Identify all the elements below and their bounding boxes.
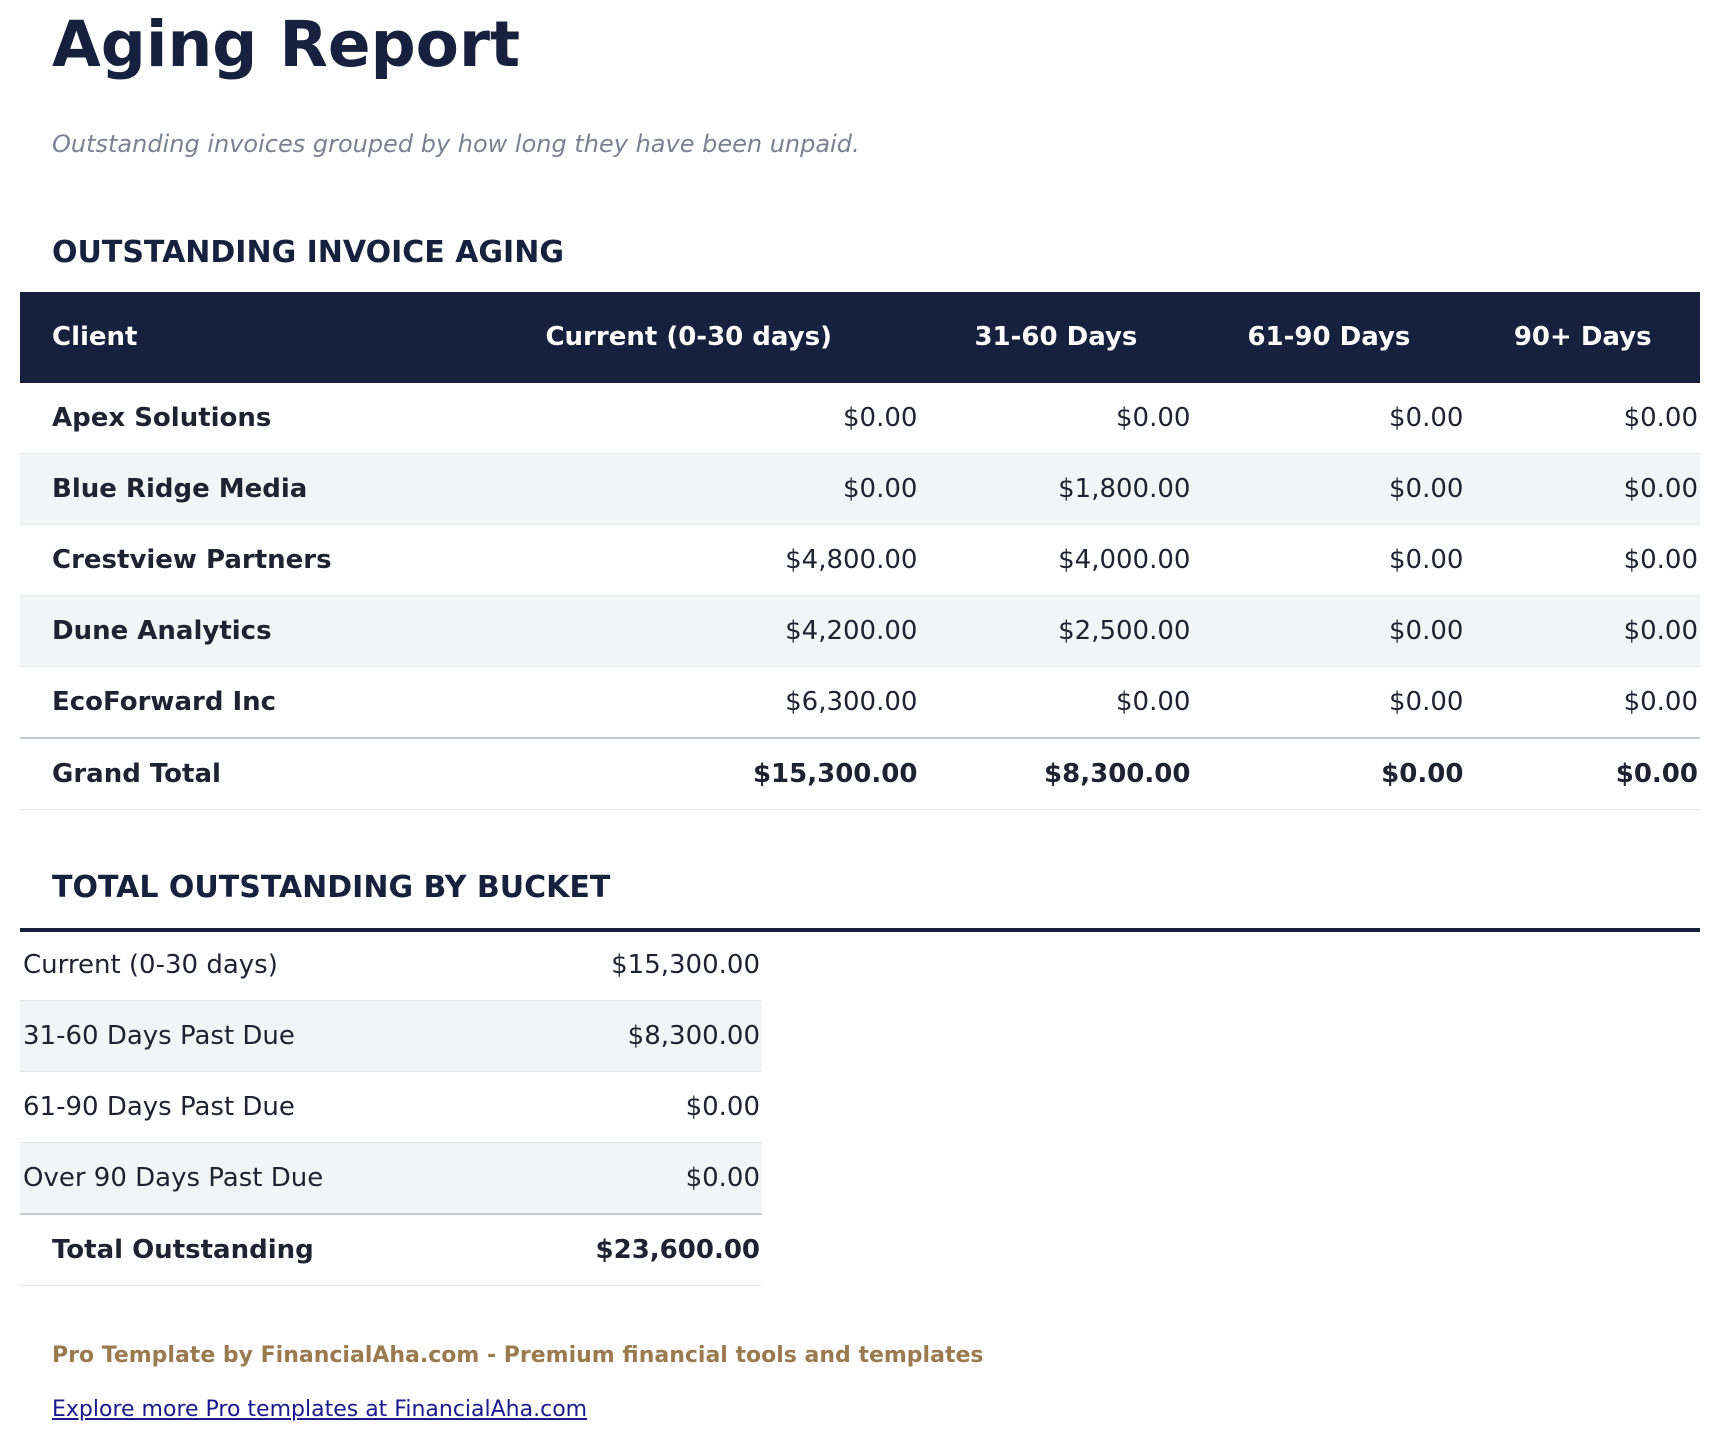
total-row: Grand Total $15,300.00 $8,300.00 $0.00 $0.00 (20, 737, 1700, 810)
title: Aging Report (52, 8, 521, 81)
cell: $23,600.00 (498, 1213, 762, 1286)
column-header: Client (20, 292, 458, 383)
cell: $0.00 (919, 383, 1193, 454)
cell: $1,800.00 (919, 453, 1193, 525)
cell: Crestview Partners (20, 524, 458, 596)
row: 31-60 Days Past Due $8,300.00 (20, 1000, 762, 1072)
row: Blue Ridge Media $0.00 $1,800.00 $0.00 $0.00 (20, 453, 1700, 525)
cell: $8,300.00 (919, 737, 1193, 810)
cell: $0.00 (498, 1071, 762, 1143)
cell: $8,300.00 (498, 1000, 762, 1072)
header-row: Client Current (0-30 days) 31-60 Days 61-90… (20, 292, 1700, 383)
total-row: Total Outstanding $23,600.00 (20, 1213, 762, 1286)
cell: $0.00 (919, 666, 1193, 739)
cell: $0.00 (1465, 383, 1700, 454)
cell: 31-60 Days Past Due (20, 1000, 499, 1072)
row: Dune Analytics $4,200.00 $2,500.00 $0.00 $0.… (20, 595, 1700, 667)
cell: $15,300.00 (498, 930, 762, 1001)
cell: Current (0-30 days) (20, 930, 499, 1001)
column-header: 61-90 Days (1192, 292, 1466, 383)
cell: $0.00 (1465, 737, 1700, 810)
cell: $0.00 (1192, 383, 1466, 454)
cell: $4,800.00 (458, 524, 920, 596)
cell: Over 90 Days Past Due (20, 1142, 499, 1215)
cell: $0.00 (458, 383, 920, 454)
cell: $0.00 (498, 1142, 762, 1215)
cell: $0.00 (1192, 524, 1466, 596)
column-header: 31-60 Days (919, 292, 1193, 383)
cell: $0.00 (1192, 595, 1466, 667)
cell: Grand Total (20, 737, 458, 810)
link[interactable]: Explore more Pro templates at FinancialA… (52, 1397, 588, 1422)
row: Apex Solutions $0.00 $0.00 $0.00 $0.00 (20, 383, 1700, 454)
cell: EcoForward Inc (20, 666, 458, 739)
row: 61-90 Days Past Due $0.00 (20, 1071, 762, 1143)
cell: $0.00 (1192, 737, 1466, 810)
cell: $0.00 (458, 453, 920, 525)
row: Crestview Partners $4,800.00 $4,000.00 $0.0… (20, 524, 1700, 596)
subtitle: Outstanding invoices grouped by how long… (52, 130, 860, 158)
cell: Dune Analytics (20, 595, 458, 667)
cell: Apex Solutions (20, 383, 458, 454)
column-header: 90+ Days (1465, 292, 1700, 383)
cell: Total Outstanding (20, 1213, 499, 1286)
cell: $0.00 (1465, 453, 1700, 525)
cell: 61-90 Days Past Due (20, 1071, 499, 1143)
promo: Pro Template by FinancialAha.com - Premi… (52, 1343, 984, 1368)
cell: $0.00 (1192, 666, 1466, 739)
cell: $0.00 (1192, 453, 1466, 525)
cell: $0.00 (1465, 666, 1700, 739)
aging-table: Client Current (0-30 days) 31-60 Days 61-90… (20, 292, 1700, 810)
cell: Blue Ridge Media (20, 453, 458, 525)
cell: $4,200.00 (458, 595, 920, 667)
cell: $0.00 (1465, 595, 1700, 667)
row: Current (0-30 days) $15,300.00 (20, 930, 762, 1001)
row: Over 90 Days Past Due $0.00 (20, 1142, 762, 1215)
row: EcoForward Inc $6,300.00 $0.00 $0.00 $0.00 (20, 666, 1700, 739)
cell: $0.00 (1465, 524, 1700, 596)
section-heading: TOTAL OUTSTANDING BY BUCKET (52, 870, 611, 905)
cell: $4,000.00 (919, 524, 1193, 596)
cell: $2,500.00 (919, 595, 1193, 667)
divider (20, 928, 1700, 932)
section-heading: OUTSTANDING INVOICE AGING (52, 235, 564, 270)
bucket-table: Current (0-30 days) $15,300.00 31-60 Days … (20, 930, 762, 1286)
cell: $6,300.00 (458, 666, 920, 739)
cell: $15,300.00 (458, 737, 920, 810)
column-header: Current (0-30 days) (458, 292, 920, 383)
